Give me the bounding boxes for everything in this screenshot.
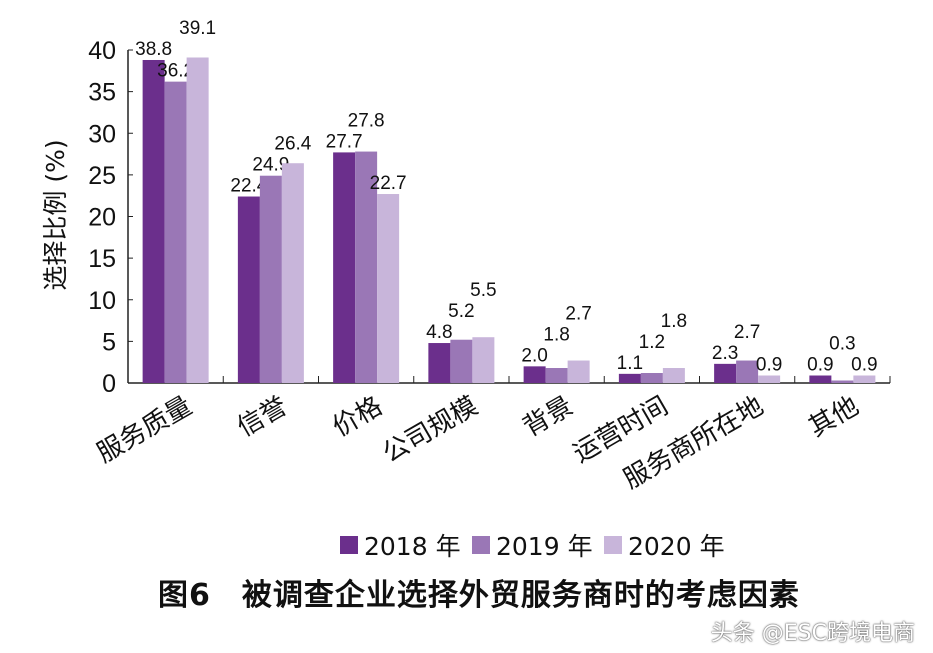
bar [259,175,282,383]
bar [355,151,378,383]
data-label: 0.3 [829,334,855,355]
bar [831,380,854,383]
data-label: 39.1 [179,18,216,39]
bar [853,375,876,383]
bar-chart: 0 5 10 15 20 25 30 35 40 选择比例 (%) 38.836.2 39.1 服务质量… [41,18,891,561]
legend-swatch [472,536,490,554]
data-label: 27.8 [348,110,385,131]
y-tick-label: 30 [88,120,116,148]
data-label: 22.4 [230,176,267,197]
watermark: 头条 @ESC跨境电商 [710,621,915,646]
bar [640,373,663,383]
bar [662,368,685,383]
bar [714,363,737,383]
bar [758,375,781,383]
legend-swatch [604,536,622,554]
bar [523,366,546,383]
y-tick-label: 40 [88,37,116,65]
bar [567,360,590,383]
data-label: 0.9 [851,355,877,376]
legend-swatch [340,536,358,554]
data-label: 1.8 [661,311,687,332]
bar [809,375,832,383]
data-label: 2.3 [712,343,738,364]
category-label: 价格 [328,391,388,443]
data-label: 27.7 [326,131,363,152]
bar [736,360,759,383]
figure-caption: 图6 被调查企业选择外贸服务商时的考虑因素 [158,578,800,613]
category-label: 其他 [804,391,864,443]
data-label: 0.9 [756,355,782,376]
data-label: 4.8 [426,322,452,343]
category-label: 背景 [518,391,578,443]
y-axis-label: 选择比例 (%) [41,139,70,290]
bar [618,373,641,383]
y-tick-label: 5 [102,328,116,356]
data-label: 2.7 [565,303,591,324]
bar [545,368,568,383]
y-tick-label: 15 [88,245,116,273]
data-label: 2.0 [521,345,547,366]
data-label: 0.9 [807,355,833,376]
y-tick-label: 25 [88,162,116,190]
bar [472,337,495,383]
bar [450,339,473,383]
data-label: 1.8 [543,324,569,345]
data-label: 22.7 [370,173,407,194]
category-label: 信誉 [232,391,292,443]
bar [186,57,209,384]
y-tick-label: 10 [88,287,116,315]
data-label: 26.4 [274,134,311,155]
bar [428,343,451,383]
category-label: 公司规模 [378,391,483,469]
y-tick-label: 20 [88,204,116,232]
legend-label: 2019 年 [496,532,593,561]
bar [281,163,304,383]
data-label: 36.2 [157,61,194,82]
bar [333,152,356,383]
data-label: 5.5 [470,280,496,301]
bar [237,196,260,383]
bar [142,59,165,384]
legend-label: 2018 年 [364,532,461,561]
data-label: 24.9 [252,155,289,176]
bar [164,81,187,383]
data-label: 5.2 [448,301,474,322]
category-label: 服务质量 [92,391,197,469]
data-label: 2.7 [734,322,760,343]
y-tick-label: 0 [102,370,116,398]
data-label: 1.1 [617,353,643,374]
bar [377,194,400,383]
data-label: 38.8 [135,39,172,60]
legend-label: 2020 年 [628,532,725,561]
y-tick-label: 35 [88,79,116,107]
data-label: 1.2 [639,332,665,353]
